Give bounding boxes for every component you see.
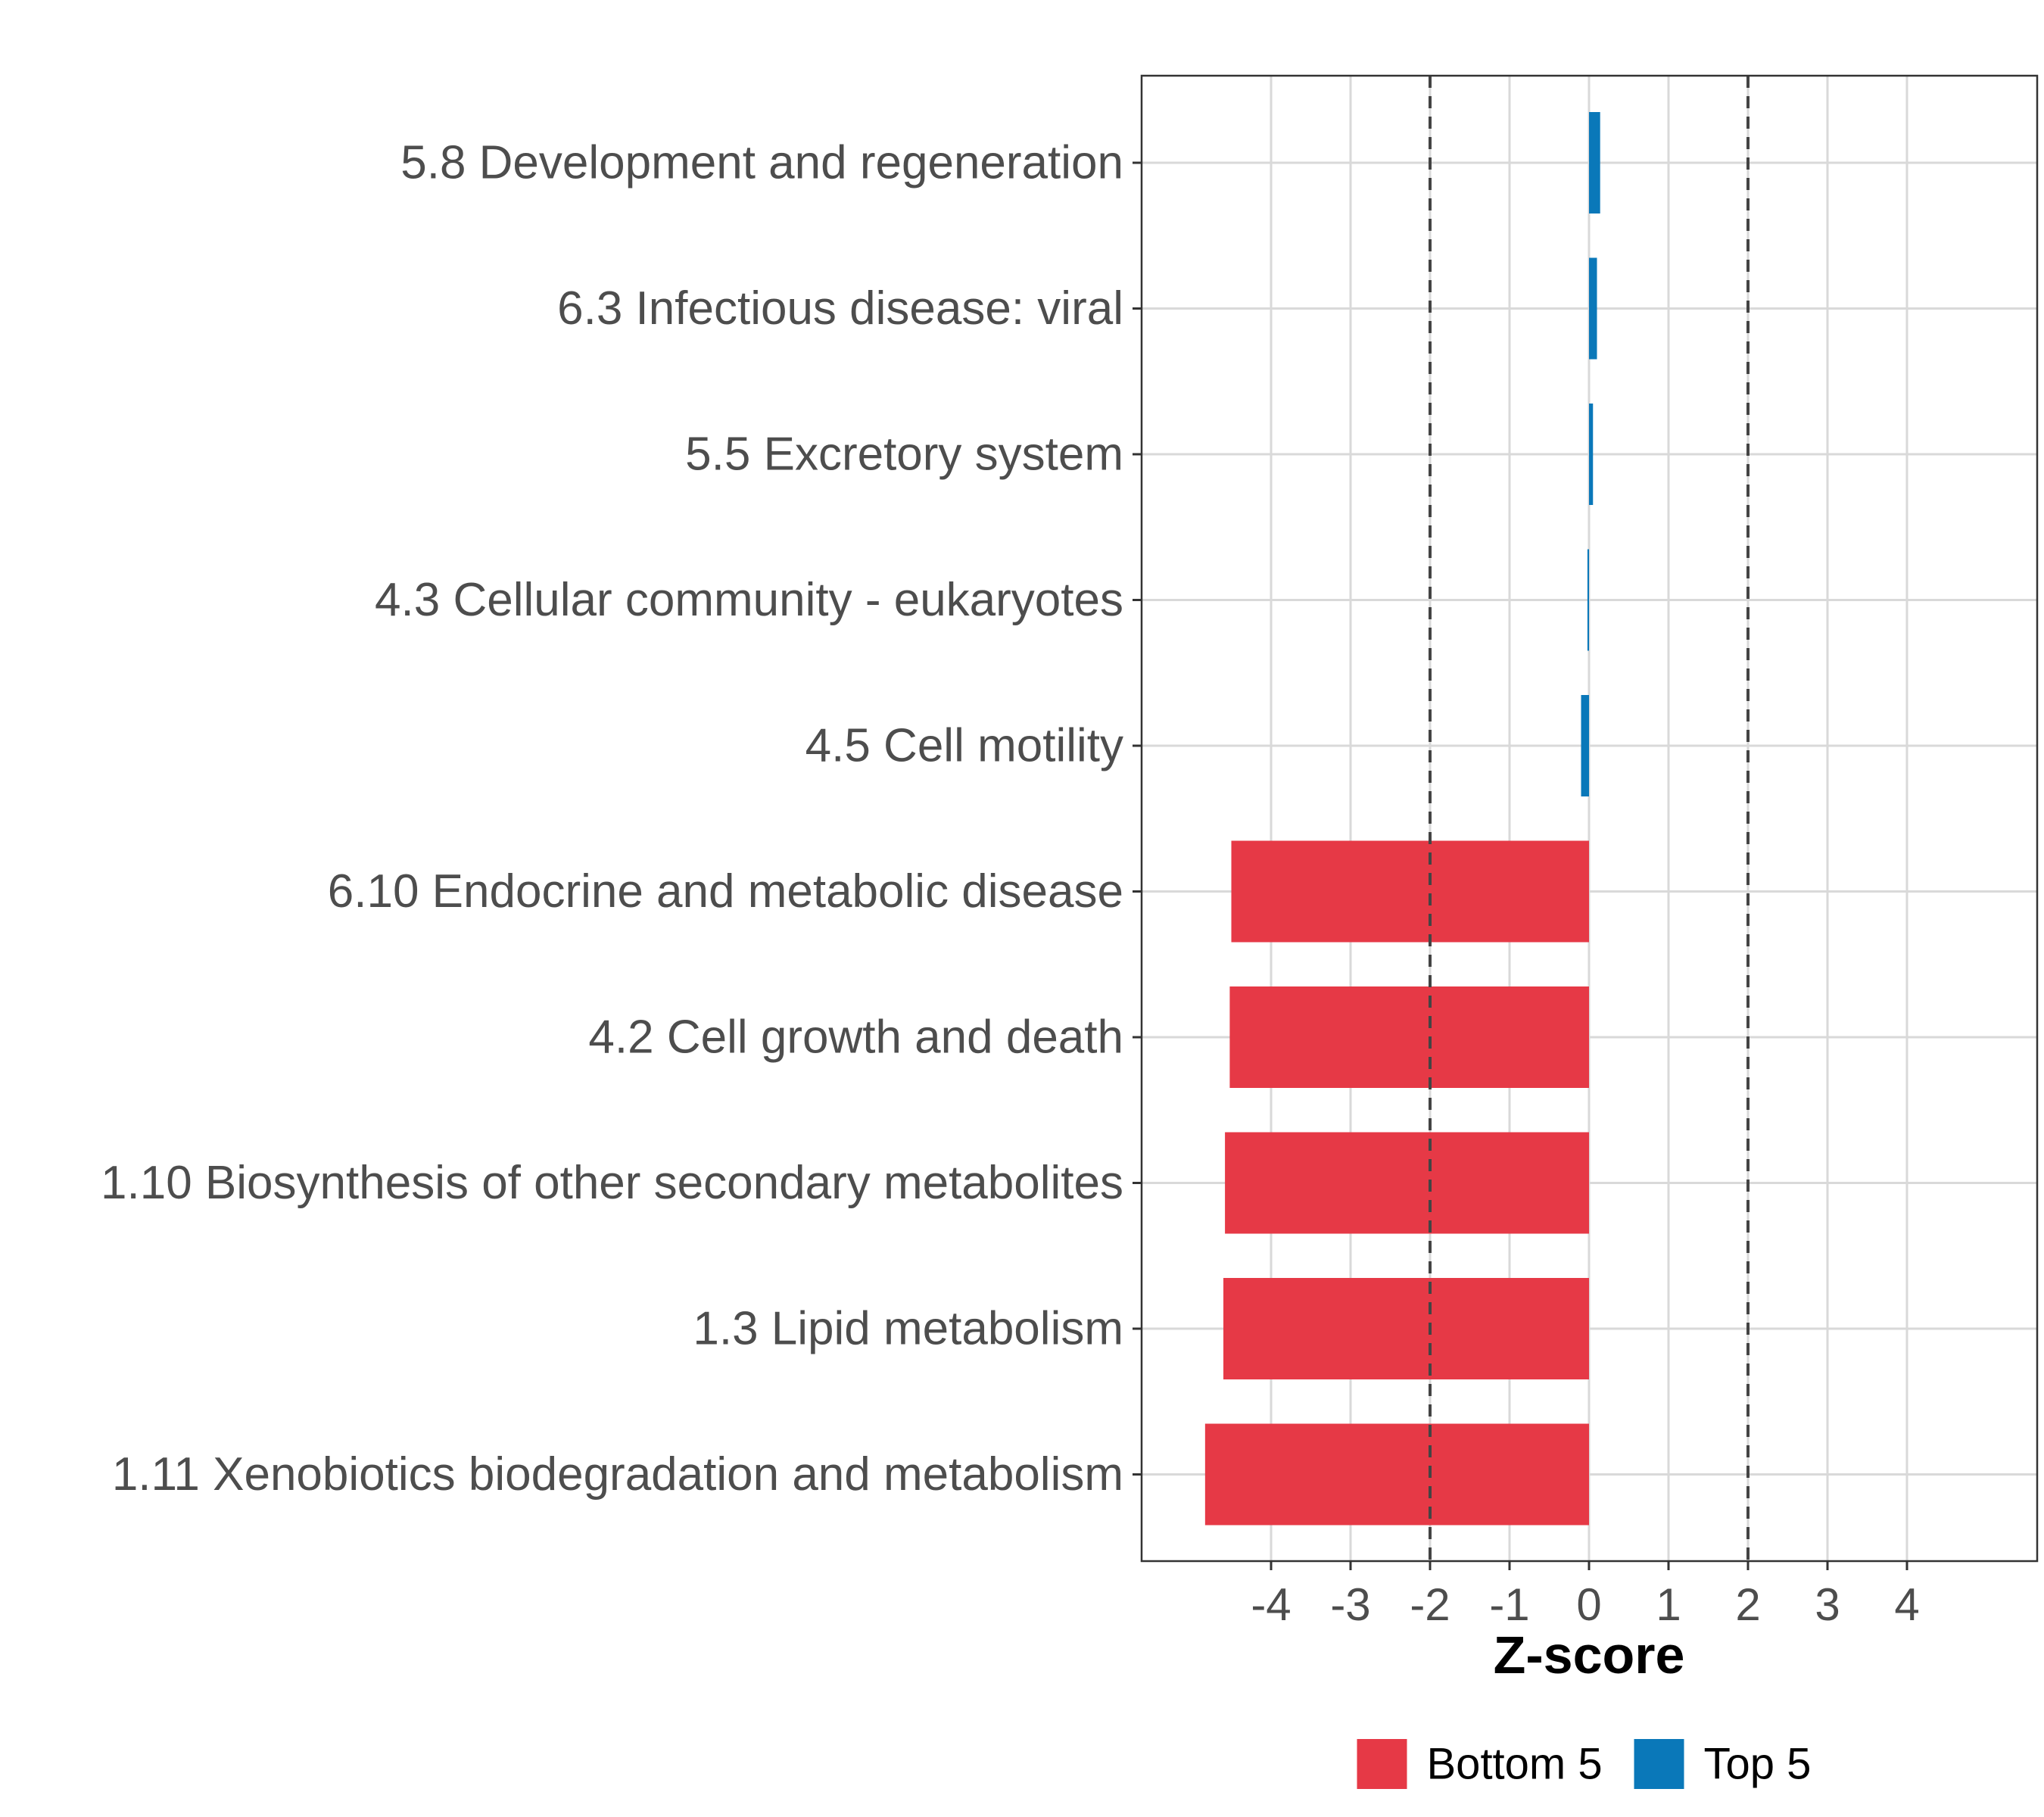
x-tick-label: 2 [1735,1579,1760,1630]
y-tick-label: 5.8 Development and regeneration [400,137,1123,189]
bar [1581,695,1589,796]
y-tick-label: 6.3 Infectious disease: viral [557,282,1123,335]
x-tick-label: -1 [1489,1579,1529,1630]
x-tick-label: 3 [1815,1579,1840,1630]
legend-label: Top 5 [1704,1740,1812,1789]
bar [1587,549,1589,651]
bar [1589,112,1600,213]
x-tick-label: -2 [1410,1579,1450,1630]
y-tick-label: 4.3 Cellular community - eukaryotes [375,574,1123,626]
x-tick-label: -4 [1251,1579,1291,1630]
x-tick-label: 4 [1894,1579,1919,1630]
x-tick-label: 1 [1656,1579,1681,1630]
y-tick-label: 6.10 Endocrine and metabolic disease [328,865,1123,918]
bar [1204,1423,1589,1526]
x-axis-title: Z-score [1494,1625,1685,1685]
bar [1589,257,1597,360]
bar [1225,1132,1589,1234]
bar [1589,404,1594,505]
reference-lines [1429,76,1750,1561]
legend-label: Bottom 5 [1427,1740,1603,1789]
bar-layer [1204,112,1600,1526]
y-tick-label: 4.2 Cell growth and death [588,1011,1123,1064]
legend-key [1634,1739,1684,1789]
y-tick-label: 1.11 Xenobiotics biodegradation and meta… [112,1448,1123,1501]
x-tick-label: 0 [1576,1579,1601,1630]
bar [1229,986,1589,1088]
axis-layer: 5.8 Development and regeneration 6.3 Infe… [101,137,1920,1631]
legend: Bottom 5 Top 5 [1357,1739,1812,1789]
legend-key [1357,1739,1407,1789]
x-tick-label: -3 [1330,1579,1370,1630]
bar [1231,840,1589,943]
y-tick-label: 5.5 Excretory system [685,429,1123,481]
y-tick-label: 1.3 Lipid metabolism [693,1303,1123,1355]
y-tick-label: 4.5 Cell motility [805,720,1123,772]
bar [1223,1278,1589,1379]
y-tick-label: 1.10 Biosynthesis of other secondary met… [101,1157,1123,1209]
